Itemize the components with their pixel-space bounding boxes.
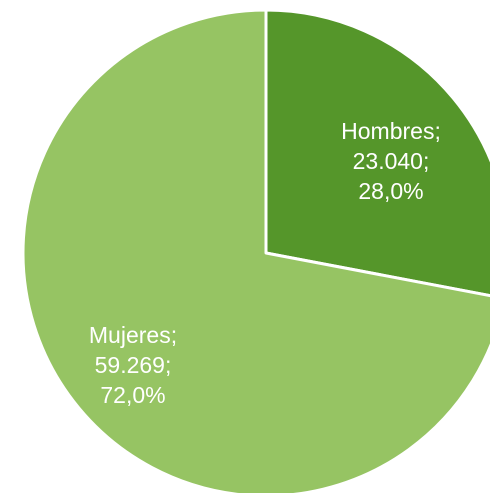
data-label-mujeres: Mujeres; 59.269; 72,0% — [89, 322, 177, 408]
data-label-hombres-line-3: 28,0% — [358, 178, 423, 204]
data-label-hombres-line-2: 23.040; — [353, 148, 430, 174]
pie-slice-mujeres — [21, 8, 490, 493]
data-label-hombres: Hombres; 23.040; 28,0% — [341, 118, 441, 204]
data-label-mujeres-line-1: Mujeres; — [89, 322, 177, 348]
pie-slice-hombres — [264, 8, 490, 298]
data-label-mujeres-line-3: 72,0% — [100, 382, 165, 408]
data-label-mujeres-line-2: 59.269; — [95, 352, 172, 378]
data-label-hombres-line-1: Hombres; — [341, 118, 441, 144]
